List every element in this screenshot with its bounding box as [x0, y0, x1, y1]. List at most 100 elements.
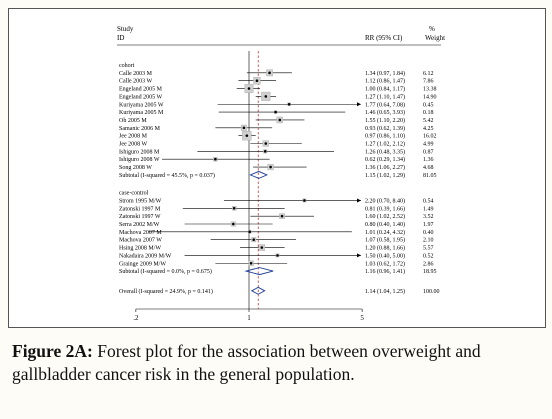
overall-diamond [250, 286, 266, 295]
point-estimate [232, 207, 236, 210]
study-label: Engeland 2005 W [119, 94, 163, 100]
point-estimate [276, 254, 279, 257]
weight-value: 6.12 [423, 71, 434, 77]
subtotal-weight-value: 81.05 [423, 173, 437, 179]
study-label: Ishiguro 2008 W [119, 157, 160, 163]
weight-value: 0.18 [423, 110, 434, 116]
point-estimate [287, 102, 291, 106]
point-estimate [278, 118, 282, 122]
weight-header-line2: Weight [425, 34, 445, 42]
point-estimate [232, 222, 235, 226]
subtotal-ci-value: 1.16 (0.96, 1.41) [365, 268, 405, 275]
ci-value: 1.36 (1.06, 2.27) [365, 164, 405, 171]
point-estimate [263, 150, 267, 153]
point-estimate [280, 214, 284, 218]
x-tick-label: 5 [360, 314, 364, 322]
ci-value: 1.20 (0.88, 1.66) [365, 245, 405, 252]
caption-label: Figure 2A: [12, 341, 93, 361]
weight-value: 2.86 [423, 261, 434, 267]
plot-header: Study ID RR (95% CI) % Weight [117, 25, 445, 42]
overall-weight-value: 100.00 [423, 289, 440, 295]
ci-arrow [357, 253, 361, 258]
weight-value: 0.45 [423, 102, 434, 108]
forest-plot: Study ID RR (95% CI) % Weight cohort Call… [117, 25, 445, 322]
point-estimate [269, 165, 272, 169]
ci-value: 1.50 (0.40, 5.00) [365, 252, 405, 259]
figure-caption: Figure 2A: Forest plot for the associati… [12, 340, 542, 386]
ci-value: 1.26 (0.48, 3.35) [365, 148, 405, 155]
point-estimate [245, 134, 249, 137]
ci-value: 1.03 (0.62, 1.72) [365, 260, 405, 267]
group-label-1: case-control [119, 191, 149, 197]
point-estimate [268, 71, 271, 75]
ci-value: 1.27 (1.02, 2.12) [365, 141, 405, 148]
study-label: Zatonski 1997 M [119, 206, 161, 212]
study-label: Serra 2002 M/W [119, 222, 160, 228]
point-estimate [252, 238, 256, 241]
weight-value: 4.68 [423, 165, 434, 171]
study-label: Jee 2008 M [119, 134, 148, 140]
ci-value: 1.07 (0.58, 1.95) [365, 237, 405, 244]
weight-value: 5.57 [423, 246, 434, 252]
x-tick-label: .2 [133, 314, 139, 322]
ci-value: 1.60 (1.02, 2.52) [365, 213, 405, 220]
weight-value: 14.90 [423, 94, 437, 100]
study-header-line1: Study [117, 25, 134, 33]
point-estimate [255, 79, 259, 82]
subtotal-diamond [249, 170, 269, 179]
study-label: Zatonski 1997 W [119, 214, 161, 220]
group-label-0: cohort [119, 63, 135, 69]
x-tick-label: 1 [247, 314, 251, 322]
weight-value: 3.52 [423, 214, 434, 220]
study-label: Hsing 2008 M/W [119, 246, 161, 252]
weight-value: 0.54 [423, 198, 434, 204]
point-estimate [274, 110, 277, 114]
study-header-line2: ID [117, 34, 124, 42]
ci-value: 0.80 (0.40, 1.40) [365, 221, 405, 228]
forest-plot-figure: Study ID RR (95% CI) % Weight cohort Call… [8, 8, 546, 328]
subtotal-weight-value: 18.95 [423, 269, 437, 275]
rr-header: RR (95% CI) [365, 34, 403, 42]
study-label: Song 2008 W [119, 165, 152, 171]
weight-value: 7.86 [423, 79, 434, 85]
weight-value: 1.36 [423, 157, 434, 163]
study-label: Ishiguro 2008 M [119, 149, 160, 155]
ci-value: 0.81 (0.39, 1.66) [365, 205, 405, 212]
weight-value: 1.49 [423, 206, 434, 212]
subtotal-label: Subtotal (I-squared = 45.5%, p = 0.037) [119, 172, 215, 179]
study-label: Kuriyama 2005 W [119, 102, 164, 108]
caption-text: Forest plot for the association between … [12, 341, 481, 384]
study-label: Machova 2007 W [119, 238, 162, 244]
ci-value: 1.00 (0.84, 1.17) [365, 86, 405, 93]
point-estimate [264, 95, 268, 98]
point-estimate [303, 199, 306, 202]
point-estimate [264, 142, 268, 145]
ci-value: 1.12 (0.86, 1.47) [365, 78, 405, 85]
ci-value: 2.20 (0.70, 8.40) [365, 197, 405, 204]
subtotal-label: Subtotal (I-squared = 0.0%, p = 0.675) [119, 268, 212, 275]
study-label: Grainge 2009 M/W [119, 261, 166, 267]
overall-ci-value: 1.14 (1.04, 1.25) [365, 288, 405, 295]
study-label: Strom 1995 M/W [119, 198, 162, 204]
study-label: Oh 2005 M [119, 118, 147, 124]
weight-value: 2.10 [423, 238, 434, 244]
ci-value: 1.77 (0.64, 7.08) [365, 101, 405, 108]
ci-value: 1.34 (0.97, 1.84) [365, 70, 405, 77]
ci-value: 0.93 (0.62, 1.39) [365, 125, 405, 132]
study-label: Nakadaira 2009 M/W [119, 253, 172, 259]
point-estimate [214, 157, 217, 161]
ci-value: 1.01 (0.24, 4.32) [365, 229, 405, 236]
ci-value: 1.27 (1.10, 1.47) [365, 93, 405, 100]
plot-content: cohort Calle 2003 M 1.34 (0.97, 1.84) 6.12 C… [117, 44, 441, 322]
overall-label: Overall (I-squared = 24.9%, p = 0.141) [119, 288, 213, 295]
weight-value: 16.02 [423, 134, 437, 140]
study-label: Kuriyama 2005 M [119, 110, 164, 116]
subtotal-diamond [244, 267, 274, 276]
weight-value: 0.87 [423, 149, 434, 155]
weight-header-line1: % [429, 25, 435, 33]
weight-value: 1.97 [423, 222, 434, 228]
study-label: Engeland 2005 M [119, 87, 163, 93]
study-label: Calle 2003 M [119, 71, 153, 77]
ci-arrow [357, 198, 361, 203]
ci-arrow [357, 102, 361, 107]
